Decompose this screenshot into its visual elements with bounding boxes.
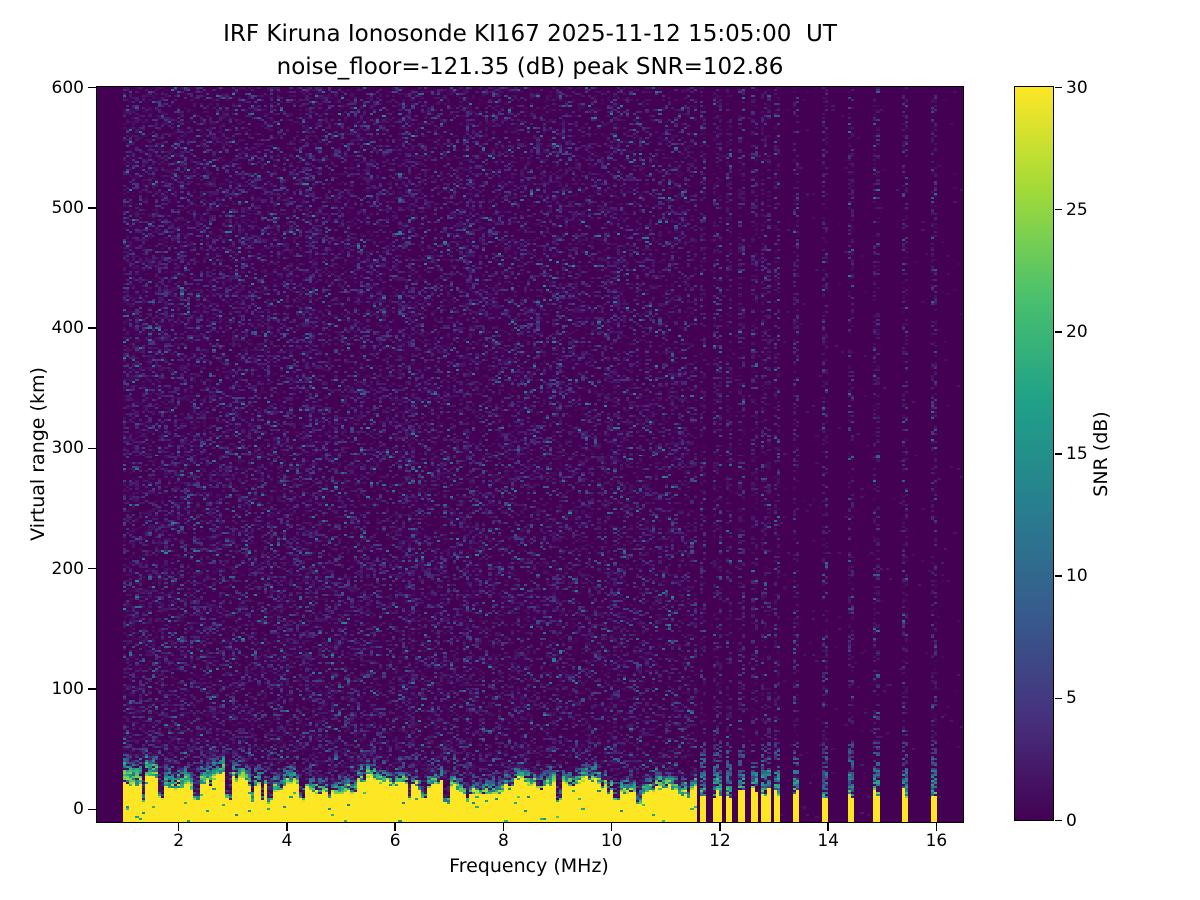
y-tick-label: 100 (51, 678, 84, 699)
colorbar-tick-mark (1055, 819, 1062, 822)
y-tick-mark (88, 327, 96, 329)
y-tick-mark (88, 207, 96, 209)
colorbar-tick-label: 10 (1066, 566, 1088, 587)
x-tick-mark (394, 822, 396, 831)
x-tick-label: 8 (498, 831, 509, 851)
y-tick-label: 600 (51, 77, 84, 98)
y-tick-mark (88, 567, 96, 570)
colorbar-tick-label: 25 (1066, 199, 1088, 220)
x-tick-label: 10 (600, 831, 623, 851)
colorbar-tick-mark (1055, 208, 1062, 211)
y-tick-mark (88, 447, 96, 450)
x-tick-label: 4 (281, 831, 293, 851)
colorbar-tick-mark (1055, 575, 1062, 577)
x-tick-mark (177, 822, 180, 831)
x-tick-mark (719, 822, 721, 831)
figure-title: IRF Kiruna Ionosonde KI167 2025-11-12 15… (223, 21, 837, 47)
ionogram-heatmap-canvas (97, 87, 963, 822)
x-tick-mark (502, 822, 505, 831)
y-tick-label: 500 (51, 197, 84, 218)
x-tick-label: 12 (709, 831, 731, 851)
figure-subtitle: noise_floor=-121.35 (dB) peak SNR=102.86 (276, 54, 784, 80)
y-tick-mark (88, 688, 96, 690)
colorbar-tick-label: 30 (1066, 77, 1088, 98)
colorbar-tick-mark (1055, 331, 1062, 333)
colorbar-tick-label: 20 (1066, 321, 1088, 342)
x-axis-label: Frequency (MHz) (449, 855, 609, 877)
y-tick-label: 300 (51, 438, 84, 459)
colorbar-tick-mark (1055, 697, 1062, 700)
x-tick-mark (610, 822, 613, 831)
x-tick-label: 6 (389, 831, 401, 851)
x-tick-label: 16 (925, 831, 948, 851)
colorbar-tick-label: 15 (1066, 444, 1088, 464)
y-tick-mark (88, 808, 96, 811)
y-tick-mark (88, 86, 96, 89)
plot-area (96, 86, 964, 823)
colorbar-tick-label: 0 (1066, 810, 1077, 831)
x-tick-mark (827, 822, 829, 831)
y-tick-label: 0 (73, 799, 84, 820)
x-tick-mark (286, 822, 288, 831)
y-tick-label: 400 (51, 318, 84, 339)
x-tick-label: 14 (817, 831, 840, 851)
y-tick-label: 200 (51, 558, 84, 579)
colorbar-gradient (1014, 86, 1054, 821)
x-tick-mark (935, 822, 938, 831)
colorbar-tick-label: 5 (1066, 688, 1077, 709)
x-tick-label: 2 (173, 831, 185, 851)
colorbar-tick-mark (1055, 453, 1062, 455)
colorbar-tick-mark (1055, 86, 1062, 89)
colorbar-label: SNR (dB) (1090, 411, 1112, 497)
